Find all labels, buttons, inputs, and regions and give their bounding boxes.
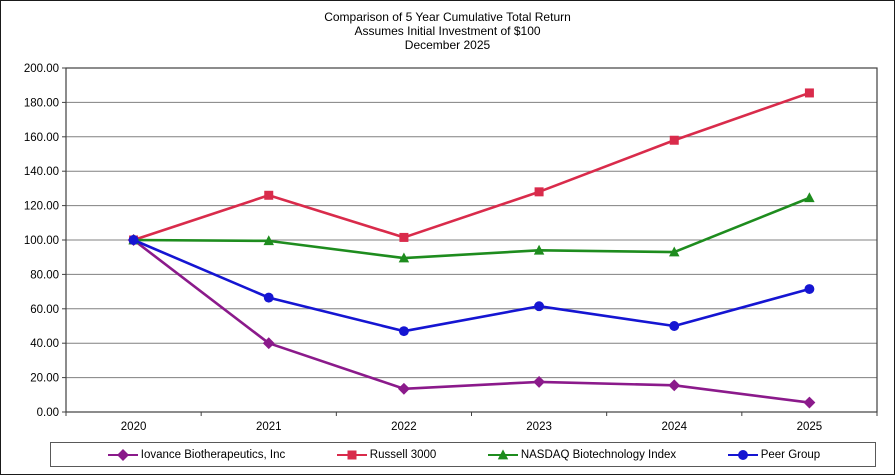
series-line [132,91,811,242]
chart-title: Comparison of 5 Year Cumulative Total Re… [324,10,571,24]
series-russell-3000 [129,88,814,245]
series-iovance-biotherapeutics-inc [127,234,816,409]
chart-title-block: Comparison of 5 Year Cumulative Total Re… [1,10,894,52]
y-axis-label: 60.00 [30,304,59,316]
legend-marker-square-icon [336,450,367,459]
circle-marker-icon [398,326,409,337]
triangle-marker-icon [263,235,274,246]
triangle-marker-icon [804,192,815,203]
y-axis-label: 140.00 [24,166,59,178]
x-axis-label: 2025 [797,421,823,433]
x-axis-label: 2020 [121,421,147,433]
legend-label: Iovance Biotherapeutics, Inc [140,448,286,461]
y-axis-label: 180.00 [24,97,59,109]
legend-label: NASDAQ Biotechnology Index [520,448,677,461]
y-axis-label: 160.00 [24,132,59,144]
y-axis-label: 200.00 [24,63,59,75]
diamond-marker-icon [116,448,129,461]
diamond-marker-icon [533,375,546,388]
series-line [132,238,811,333]
y-axis-label: 0.00 [37,407,59,419]
legend-marker-triangle-icon [487,448,518,459]
circle-marker-icon [534,301,545,312]
x-axis-label: 2024 [661,421,687,433]
x-axis-label: 2023 [526,421,552,433]
diamond-marker-icon [668,379,681,392]
legend-label: Russell 3000 [369,448,437,461]
diamond-marker-icon [803,396,816,409]
triangle-marker-icon [398,252,410,263]
y-axis-label: 100.00 [24,235,59,247]
series-line [132,238,811,404]
y-axis-label: 120.00 [24,201,59,213]
x-axis-label: 2021 [256,421,282,433]
triangle-marker-icon [533,244,545,255]
series-peer-group [128,235,815,337]
circle-marker-icon [128,235,139,245]
circle-marker-icon [263,292,274,303]
circle-marker-icon [669,321,680,331]
legend-item-iovance: Iovance Biotherapeutics, Inc [106,449,285,461]
square-marker-icon [669,135,679,145]
chart-subtitle: Assumes Initial Investment of $100 [354,24,541,38]
y-axis-label: 20.00 [30,373,59,385]
triangle-marker-icon [497,448,509,459]
square-marker-icon [347,450,357,459]
diamond-marker-icon [262,337,275,350]
legend-item-russell-3000: Russell 3000 [335,449,436,461]
chart-legend: Iovance Biotherapeutics, Inc Russell 300… [50,442,876,467]
legend-item-nasdaq-biotech: NASDAQ Biotechnology Index [486,449,676,461]
square-marker-icon [264,190,274,200]
series-nasdaq-biotechnology-index [128,192,815,263]
legend-marker-circle-icon [727,449,758,460]
y-axis-label: 80.00 [30,269,59,281]
square-marker-icon [399,232,409,242]
series-line [132,196,811,260]
circle-marker-icon [737,449,748,460]
circle-marker-icon [804,284,815,294]
x-axis-label: 2022 [391,421,417,433]
legend-label: Peer Group [760,448,821,461]
y-axis-label: 40.00 [30,338,59,350]
square-marker-icon [534,187,544,197]
triangle-marker-icon [669,246,680,257]
legend-item-peer-group: Peer Group [726,449,820,461]
square-marker-icon [804,88,814,98]
legend-marker-diamond-icon [107,448,138,461]
chart-date-label: December 2025 [404,38,491,52]
diamond-marker-icon [397,382,410,395]
